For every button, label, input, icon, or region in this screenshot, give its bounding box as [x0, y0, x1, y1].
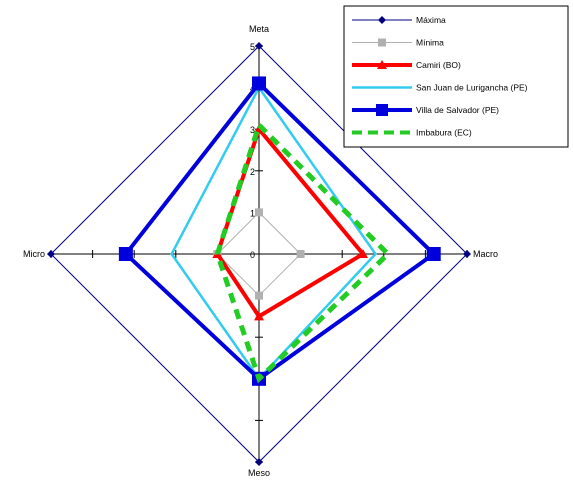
tick-label: 1: [250, 208, 255, 218]
series-marker: [426, 247, 441, 261]
series-marker: [255, 458, 263, 466]
series-marker: [47, 250, 55, 258]
tick-label: 3: [250, 125, 255, 135]
legend-item: Mínima: [352, 38, 444, 48]
legend-item: Imbabura (EC): [352, 128, 472, 138]
legend-item: Máxima: [352, 15, 446, 25]
series-marker: [463, 250, 471, 258]
legend-item: Villa de Salvador (PE): [352, 104, 499, 116]
series-line: [215, 125, 367, 320]
tick-label: 5: [250, 42, 255, 52]
axis-label-meta: Meta: [249, 24, 269, 34]
series-marker: [255, 208, 263, 217]
legend-label: Máxima: [416, 15, 446, 25]
legend-item: San Juan de Lurigancha (PE): [352, 83, 528, 93]
series-marker: [296, 250, 305, 258]
series-marker: [118, 247, 133, 261]
tick-label: 0: [250, 250, 255, 260]
axis-label-meso: Meso: [248, 468, 270, 478]
legend-label: San Juan de Lurigancha (PE): [416, 83, 528, 93]
legend: Máxima Mínima Camiri (BO) San Juan de Lurig…: [343, 5, 569, 148]
series-0: [47, 42, 471, 466]
legend-box: [343, 5, 569, 148]
axis-label-macro: Macro: [473, 249, 498, 259]
axis-label-micro: Micro: [23, 249, 45, 259]
series-marker: [377, 60, 387, 69]
series-marker: [358, 249, 368, 258]
series-marker: [378, 38, 386, 47]
series-line: [214, 120, 392, 384]
legend-label: Villa de Salvador (PE): [416, 105, 499, 115]
series-marker: [252, 76, 266, 91]
legend-label: Camiri (BO): [416, 60, 461, 70]
series-5: [214, 120, 392, 384]
legend-label: Imbabura (EC): [416, 128, 472, 138]
series-marker: [378, 16, 386, 24]
series-marker: [255, 291, 263, 300]
radar-axis-labels: Meta Macro Meso Micro: [23, 24, 498, 478]
legend-item: Camiri (BO): [352, 60, 461, 70]
series-marker: [376, 104, 388, 116]
tick-label: 2: [250, 167, 255, 177]
series-2: [212, 124, 368, 321]
legend-label: Mínima: [416, 38, 444, 48]
series-marker: [254, 311, 264, 321]
radar-series: [47, 42, 471, 466]
series-marker: [255, 42, 263, 50]
